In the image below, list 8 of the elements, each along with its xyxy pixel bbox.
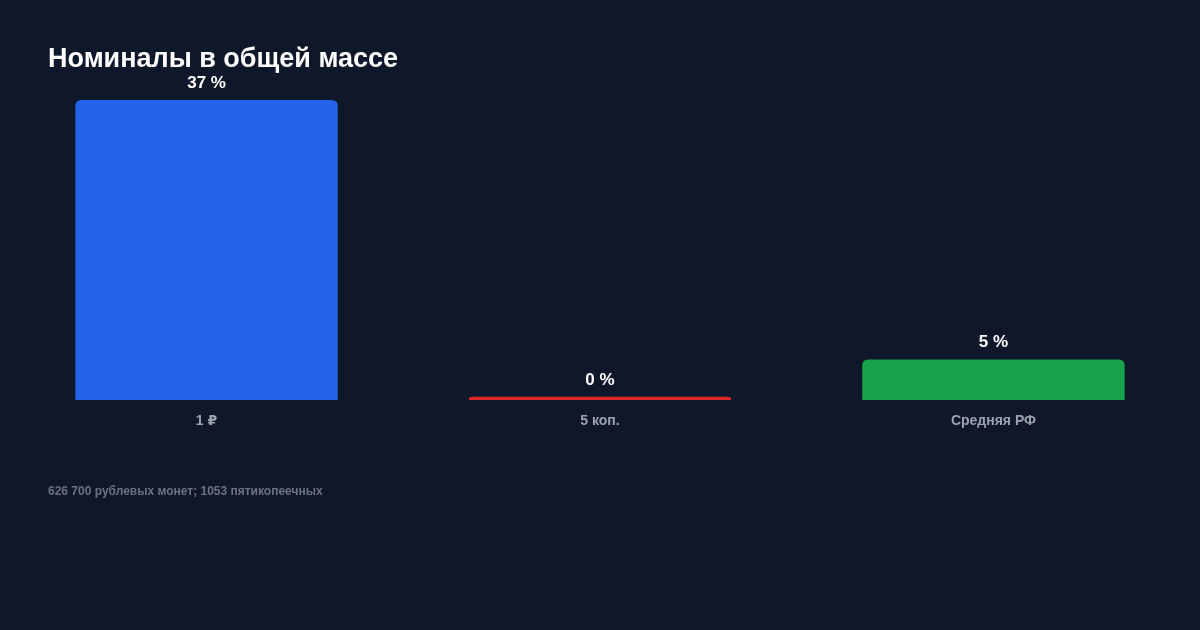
data-label: 0 % (585, 369, 615, 389)
data-label: 37 % (187, 73, 226, 92)
x-tick-label: 5 коп. (580, 412, 620, 428)
text: 626 700 рублевых монет; 1053 пятикопеечных (48, 484, 323, 498)
x-tick-label: 1 ₽ (195, 412, 218, 428)
x-tick-label: Средняя РФ (950, 412, 1037, 428)
data-label: 5 % (978, 332, 1009, 352)
chart-title: Номиналы в общей массе (48, 43, 399, 73)
